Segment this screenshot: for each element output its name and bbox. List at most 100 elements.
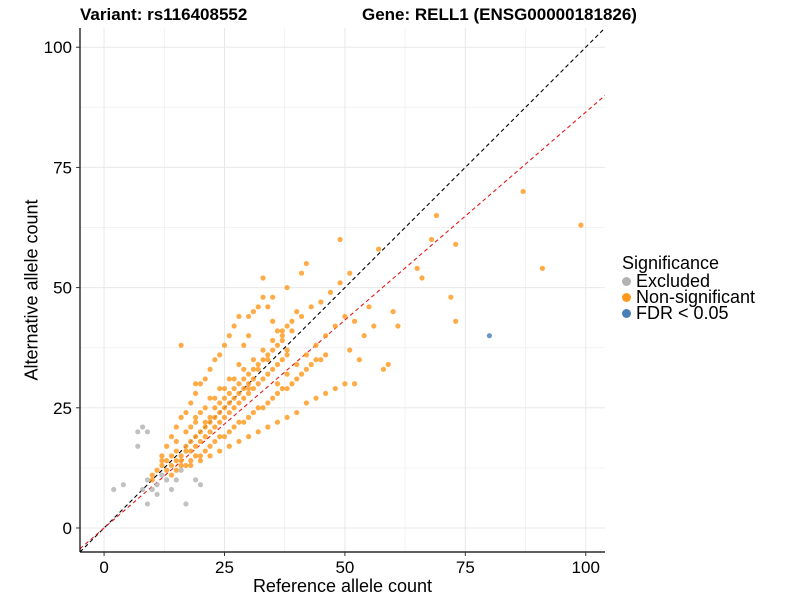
- data-point-non-significant: [380, 366, 387, 372]
- data-point-non-significant: [207, 414, 213, 420]
- data-point-non-significant: [236, 381, 242, 387]
- data-point-non-significant: [270, 318, 276, 324]
- data-point-non-significant: [212, 424, 218, 430]
- legend-dot-excluded: [622, 276, 631, 286]
- chart-title-variant: Variant: rs116408552: [80, 5, 248, 24]
- data-point-non-significant: [342, 313, 348, 320]
- data-point-excluded: [149, 486, 155, 493]
- data-point-non-significant: [226, 429, 232, 435]
- data-point-non-significant: [183, 409, 189, 416]
- data-point-non-significant: [274, 361, 281, 368]
- data-point-non-significant: [188, 438, 194, 445]
- data-point-non-significant: [390, 309, 396, 315]
- data-point-non-significant: [351, 381, 358, 387]
- data-point-non-significant: [289, 318, 295, 324]
- data-point-excluded: [173, 477, 179, 483]
- data-point-excluded: [168, 486, 175, 493]
- data-point-non-significant: [279, 333, 285, 339]
- data-point-non-significant: [245, 434, 252, 440]
- data-point-non-significant: [347, 270, 353, 276]
- data-point-excluded: [154, 491, 160, 497]
- data-point-non-significant: [274, 390, 281, 396]
- data-point-non-significant: [284, 414, 290, 420]
- data-point-non-significant: [260, 347, 266, 353]
- data-point-excluded: [144, 429, 151, 435]
- data-point-non-significant: [241, 366, 247, 372]
- legend-item-fdr: FDR < 0.05: [622, 303, 755, 323]
- data-point-non-significant: [231, 323, 237, 329]
- data-point-non-significant: [284, 385, 290, 392]
- data-point-non-significant: [323, 333, 329, 339]
- data-point-non-significant: [448, 294, 454, 300]
- legend-label-fdr: FDR < 0.05: [636, 303, 729, 323]
- data-point-non-significant: [183, 443, 189, 449]
- data-point-non-significant: [164, 458, 170, 464]
- data-point-excluded: [135, 443, 141, 449]
- data-point-non-significant: [313, 395, 319, 401]
- data-point-non-significant: [197, 458, 204, 464]
- data-point-non-significant: [207, 429, 213, 435]
- data-point-non-significant: [236, 438, 242, 445]
- data-point-excluded: [140, 486, 146, 493]
- data-point-non-significant: [414, 265, 420, 271]
- data-point-non-significant: [255, 405, 261, 411]
- data-point-non-significant: [337, 236, 343, 243]
- data-point-non-significant: [274, 328, 281, 334]
- data-point-non-significant: [255, 361, 261, 368]
- data-point-non-significant: [207, 443, 213, 449]
- data-point-non-significant: [207, 419, 213, 425]
- data-point-non-significant: [274, 342, 281, 348]
- data-point-non-significant: [149, 477, 155, 483]
- data-point-non-significant: [164, 467, 170, 473]
- data-point-non-significant: [265, 304, 271, 310]
- data-point-non-significant: [168, 434, 175, 440]
- data-point-non-significant: [376, 246, 382, 252]
- data-point-non-significant: [212, 414, 218, 420]
- data-point-non-significant: [173, 467, 179, 473]
- tick-labels: 0 25 50 75 100 0 25 50 75 100: [44, 38, 600, 577]
- data-point-non-significant: [202, 434, 208, 440]
- data-point-excluded: [178, 467, 184, 473]
- data-point-non-significant: [231, 385, 237, 392]
- data-point-non-significant: [318, 299, 324, 305]
- data-point-non-significant: [236, 400, 242, 406]
- data-point-non-significant: [453, 241, 459, 247]
- data-point-non-significant: [260, 294, 266, 300]
- data-point-non-significant: [173, 424, 179, 430]
- reference-line-identity: [80, 28, 605, 552]
- data-point-non-significant: [327, 289, 334, 296]
- data-point-non-significant: [226, 400, 232, 406]
- data-point-non-significant: [265, 400, 271, 406]
- data-point-non-significant: [323, 352, 329, 358]
- data-point-non-significant: [260, 405, 266, 411]
- data-point-excluded: [197, 482, 204, 488]
- data-point-non-significant: [298, 371, 305, 377]
- data-point-non-significant: [241, 395, 247, 401]
- data-point-non-significant: [298, 270, 305, 276]
- data-point-non-significant: [168, 453, 175, 459]
- data-point-non-significant: [221, 395, 228, 401]
- data-point-non-significant: [188, 462, 194, 469]
- data-point-non-significant: [202, 419, 208, 425]
- data-point-non-significant: [255, 304, 261, 310]
- y-tick-label: 25: [53, 399, 72, 418]
- data-point-non-significant: [236, 419, 242, 425]
- data-point-non-significant: [197, 409, 204, 416]
- data-point-non-significant: [284, 371, 290, 377]
- data-point-non-significant: [279, 328, 285, 334]
- data-point-non-significant: [202, 424, 208, 430]
- data-point-non-significant: [279, 337, 285, 344]
- data-point-non-significant: [250, 366, 256, 372]
- data-point-non-significant: [371, 323, 377, 329]
- data-point-non-significant: [284, 352, 290, 358]
- data-point-non-significant: [207, 453, 213, 459]
- data-point-non-significant: [207, 366, 213, 372]
- data-point-non-significant: [217, 400, 223, 406]
- data-point-non-significant: [221, 342, 228, 348]
- x-tick-label: 0: [99, 558, 108, 577]
- data-point-non-significant: [274, 419, 281, 425]
- legend-dot-fdr: [622, 308, 631, 318]
- data-point-non-significant: [226, 376, 232, 382]
- data-point-non-significant: [270, 366, 276, 372]
- data-point-non-significant: [332, 323, 338, 329]
